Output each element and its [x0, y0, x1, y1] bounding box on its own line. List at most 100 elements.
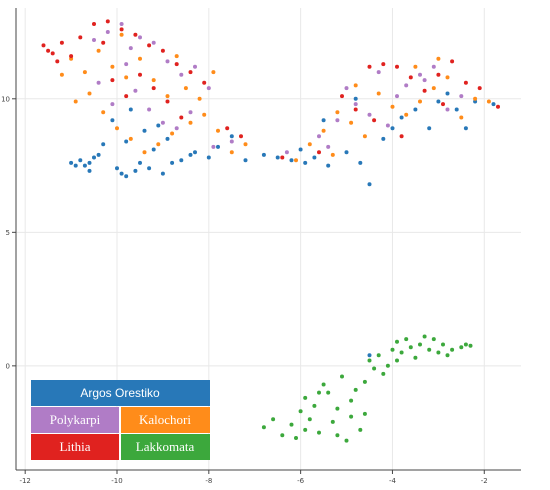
data-point: [335, 433, 340, 438]
data-point: [307, 142, 312, 147]
data-point: [101, 40, 106, 45]
y-ticks: 0 5 10: [1, 95, 16, 370]
data-point: [280, 155, 285, 160]
data-point: [78, 158, 83, 163]
data-point: [353, 96, 358, 101]
data-point: [160, 120, 165, 125]
data-point: [211, 70, 216, 75]
data-point: [372, 366, 377, 371]
data-point: [96, 48, 101, 53]
data-point: [441, 342, 445, 347]
data-point: [367, 358, 372, 363]
data-point: [188, 110, 193, 115]
legend: Argos Orestiko Polykarpi Kalochori Lithi…: [31, 380, 210, 460]
data-point: [119, 32, 124, 37]
legend-label-lakkomata: Lakkomata: [136, 439, 195, 454]
data-point: [206, 155, 211, 160]
data-point: [491, 102, 496, 107]
data-point: [138, 160, 142, 165]
data-point: [367, 353, 372, 358]
data-point: [271, 417, 276, 422]
data-point: [390, 104, 395, 109]
data-point: [280, 433, 285, 438]
data-point: [367, 64, 372, 69]
legend-label-polykarpi: Polykarpi: [50, 412, 101, 427]
data-point: [404, 83, 409, 88]
legend-label-argos-orestiko: Argos Orestiko: [80, 386, 160, 400]
data-point: [307, 417, 312, 422]
data-point: [170, 131, 175, 136]
data-point: [151, 40, 156, 45]
data-point: [404, 337, 409, 342]
data-point: [376, 353, 381, 358]
data-point: [179, 72, 184, 77]
data-point: [156, 142, 161, 147]
data-point: [335, 406, 340, 411]
data-point: [340, 374, 344, 379]
data-point: [362, 411, 367, 416]
data-point: [110, 64, 115, 69]
data-point: [115, 126, 119, 131]
data-point: [326, 163, 331, 168]
data-point: [101, 110, 106, 115]
series-lithia: [41, 19, 500, 160]
data-point: [321, 118, 326, 123]
data-point: [408, 345, 413, 350]
data-point: [298, 409, 303, 414]
data-point: [431, 86, 436, 91]
data-point: [92, 155, 96, 160]
data-point: [399, 350, 404, 355]
data-points: [41, 19, 500, 443]
data-point: [390, 126, 395, 131]
data-point: [193, 150, 197, 155]
data-point: [317, 134, 321, 139]
data-point: [312, 155, 317, 160]
data-point: [367, 112, 372, 117]
grid-lines: [16, 8, 521, 470]
data-point: [133, 168, 138, 173]
data-point: [381, 371, 386, 376]
data-point: [92, 38, 96, 42]
data-point: [381, 62, 386, 67]
data-point: [340, 94, 344, 99]
legend-label-kalochori: Kalochori: [139, 412, 191, 427]
data-point: [418, 72, 422, 77]
data-point: [211, 144, 216, 149]
data-point: [142, 128, 147, 133]
data-point: [317, 430, 321, 435]
data-point: [395, 358, 399, 363]
data-point: [69, 54, 74, 59]
data-point: [395, 94, 399, 99]
data-point: [151, 78, 156, 83]
data-point: [243, 142, 248, 147]
data-point: [335, 110, 340, 115]
data-point: [87, 91, 92, 96]
data-point: [413, 355, 418, 360]
data-point: [174, 62, 179, 67]
data-point: [390, 347, 395, 352]
data-point: [496, 104, 500, 109]
data-point: [321, 128, 326, 133]
data-point: [151, 86, 156, 91]
data-point: [239, 134, 243, 139]
data-point: [317, 150, 321, 155]
data-point: [261, 152, 266, 157]
data-point: [115, 166, 119, 171]
data-point: [165, 59, 170, 64]
data-point: [110, 78, 115, 83]
data-point: [289, 158, 294, 163]
data-point: [101, 142, 106, 147]
data-point: [87, 168, 92, 173]
data-point: [174, 126, 179, 131]
data-point: [349, 398, 354, 403]
data-point: [395, 64, 399, 69]
x-tick-label: -8: [205, 477, 212, 485]
data-point: [156, 123, 161, 128]
data-point: [55, 59, 60, 64]
y-tick-label: 10: [1, 95, 10, 103]
data-point: [124, 62, 129, 67]
data-point: [427, 347, 432, 352]
data-point: [431, 337, 436, 342]
data-point: [183, 86, 188, 91]
x-tick-label: -6: [297, 477, 305, 485]
